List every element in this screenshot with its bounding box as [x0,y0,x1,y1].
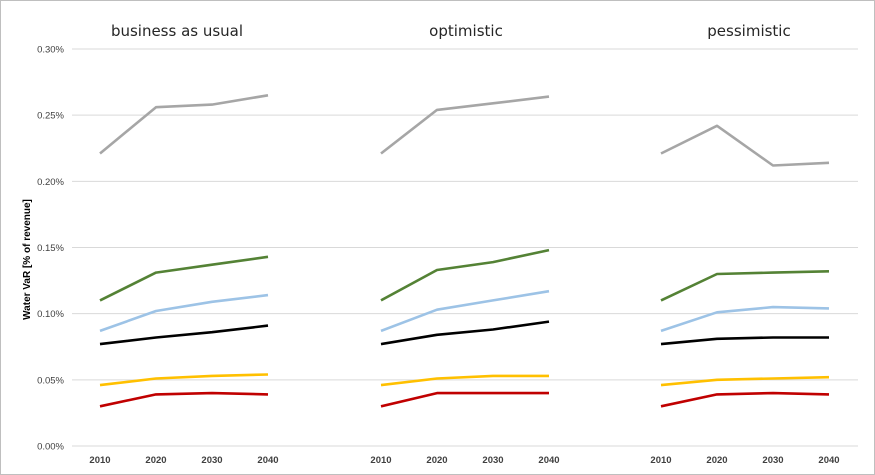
series-line [660,270,830,302]
y-tick-label: 0.25% [37,111,64,122]
series-line [380,95,550,155]
series-line [99,373,269,387]
series-lines [99,94,830,408]
y-tick-label: 0.30% [37,45,64,56]
x-tick-label: 2010 [370,455,391,466]
y-axis-label: Water VaR [% of revenue] [22,199,33,320]
panel-titles: business as usual optimistic pessimistic [111,22,791,40]
x-tick-label: 2040 [538,455,559,466]
series-line [660,375,830,387]
series-line [380,289,550,333]
series-line [660,124,830,167]
y-tick-label: 0.00% [37,442,64,453]
y-tick-label: 0.20% [37,177,64,188]
series-line [380,320,550,346]
panel-title: pessimistic [707,22,790,40]
x-tick-label: 2020 [706,455,727,466]
series-line [380,248,550,302]
gridlines [72,48,858,447]
series-line [99,293,269,333]
x-tick-label: 2030 [482,455,503,466]
x-tick-label: 2010 [650,455,671,466]
series-line [380,391,549,408]
series-line [99,324,269,346]
x-tick-label: 2010 [89,455,110,466]
y-tick-label: 0.15% [37,243,64,254]
series-line [99,391,269,408]
x-tick-label: 2020 [426,455,447,466]
x-tick-label: 2040 [257,455,278,466]
x-tick-label: 2040 [818,455,839,466]
y-tick-label: 0.05% [37,375,64,386]
series-line [99,255,269,302]
x-tick-label: 2030 [762,455,783,466]
y-axis-ticks: 0.00% 0.05% 0.10% 0.15% 0.20% 0.25% 0.30% [37,45,64,453]
y-tick-label: 0.10% [37,309,64,320]
series-line [99,94,269,155]
series-line [660,391,830,408]
x-tick-label: 2020 [145,455,166,466]
x-axis-ticks: 2010 2020 2030 2040 2010 2020 2030 2040 2010 2020… [89,455,839,466]
series-line [660,305,830,333]
x-tick-label: 2030 [201,455,222,466]
series-line [660,336,829,346]
panel-title: business as usual [111,22,243,40]
series-line [380,374,549,387]
panel-title: optimistic [429,22,503,40]
